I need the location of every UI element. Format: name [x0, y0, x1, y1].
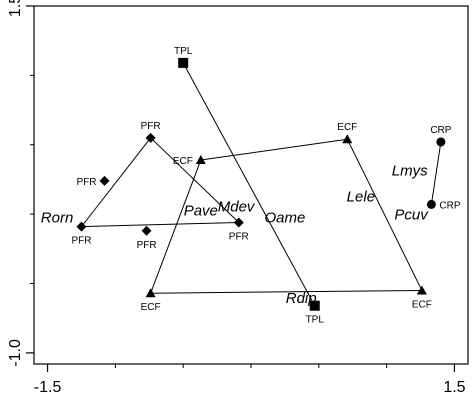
y-tick-label: 1.5 — [7, 0, 24, 17]
species-label: Lele — [347, 189, 375, 206]
x-tick-label: -1.5 — [34, 379, 62, 396]
connection-line — [81, 221, 239, 228]
point-markers — [76, 57, 446, 311]
plot-frame — [33, 5, 469, 365]
point-label: ECF — [173, 156, 193, 167]
point-label: PFR — [77, 177, 97, 188]
connection-lines — [81, 62, 442, 306]
point-label: ECF — [337, 122, 357, 133]
circle-marker — [436, 137, 446, 147]
diamond-marker — [145, 132, 156, 143]
connection-line — [346, 138, 423, 291]
triangle-marker — [195, 155, 206, 165]
point-label: ECF — [141, 302, 161, 313]
circle-marker — [426, 199, 436, 209]
diamond-marker — [233, 217, 244, 228]
point-label: PFR — [229, 231, 249, 242]
x-tick-label: 1.5 — [443, 379, 465, 396]
square-marker — [309, 300, 320, 311]
connection-line — [150, 137, 240, 223]
species-label: Rdip — [286, 290, 317, 307]
point-label: CRP — [430, 125, 451, 136]
point-label: PFR — [137, 240, 157, 251]
species-labels: Lmys Lele Pcuv Pave Mdev Oame Rorn Rdip — [41, 162, 429, 307]
species-label: Pave — [184, 203, 218, 220]
triangle-marker — [342, 134, 353, 144]
connection-line — [150, 289, 422, 294]
y-tick-label: -1.0 — [7, 339, 24, 367]
diamond-marker — [99, 175, 110, 186]
point-label: PFR — [71, 236, 91, 247]
species-label: Mdev — [218, 198, 256, 215]
connection-line — [182, 62, 316, 306]
point-label: TPL — [174, 46, 193, 57]
major-ticks: -1.5 1.5 1.5 -1.0 — [7, 0, 466, 396]
triangle-marker — [145, 288, 156, 298]
diamond-marker — [141, 225, 152, 236]
point-label: ECF — [412, 299, 432, 310]
square-marker — [178, 57, 189, 68]
minor-ticks — [30, 74, 388, 368]
diamond-marker — [76, 221, 87, 232]
connection-line — [430, 141, 442, 205]
connection-line — [150, 159, 202, 294]
species-label: Lmys — [392, 162, 428, 179]
species-label: Rorn — [41, 209, 74, 226]
point-label: CRP — [439, 200, 460, 211]
connection-line — [81, 137, 152, 227]
species-label: Pcuv — [394, 207, 429, 224]
triangle-marker — [416, 285, 427, 295]
species-label: Oame — [264, 209, 305, 226]
point-label: PFR — [141, 121, 161, 132]
point-label: TPL — [306, 315, 325, 326]
connection-line — [200, 138, 348, 161]
point-labels: TPL TPL PFR PFR PFR PFR PFR ECF ECF ECF ECF CRP CRP — [71, 46, 460, 326]
